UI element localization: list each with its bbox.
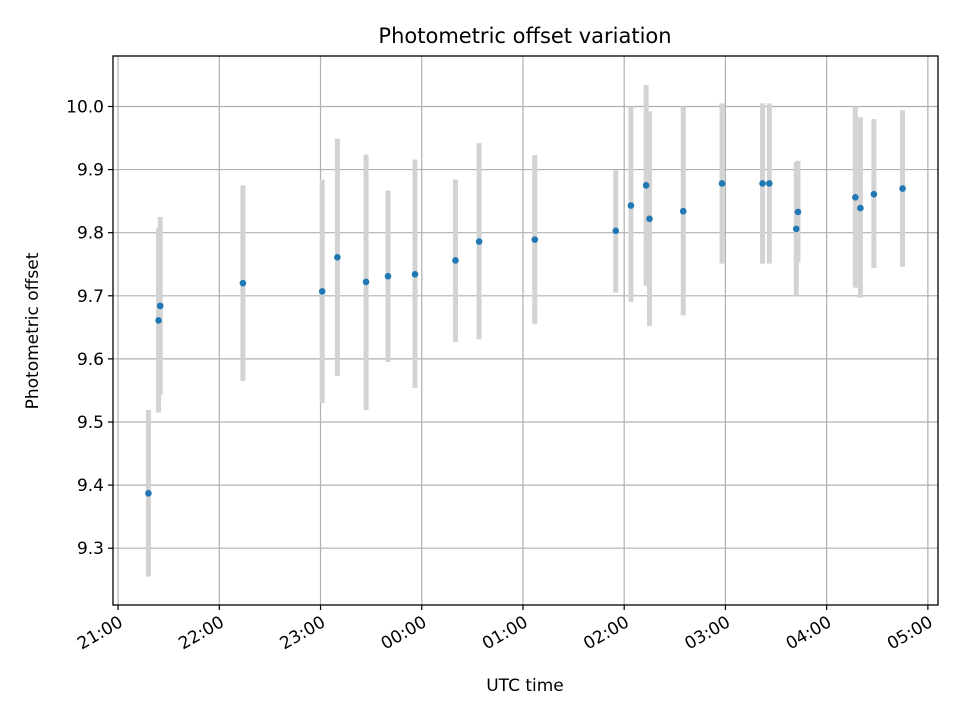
data-point	[646, 215, 653, 223]
data-point	[411, 271, 419, 278]
data-point	[627, 202, 635, 209]
data-point	[792, 225, 800, 233]
y-tick-label: 9.3	[77, 539, 104, 559]
y-tick-label: 9.7	[77, 287, 104, 307]
data-point	[156, 302, 164, 310]
data-point	[852, 194, 859, 201]
data-point	[475, 238, 483, 245]
y-axis: 9.3 9.4 9.5 9.6 9.7 9.8 9.9 10.0	[66, 97, 113, 559]
data-point	[318, 288, 326, 295]
data-point	[794, 208, 802, 216]
data-point	[870, 190, 878, 198]
data-point	[362, 278, 370, 286]
y-tick-label: 9.4	[77, 476, 104, 496]
x-axis-label: UTC time	[486, 676, 564, 696]
y-tick-label: 9.9	[77, 161, 104, 181]
data-point	[155, 317, 162, 324]
data-point	[899, 185, 906, 192]
data-point	[718, 180, 726, 187]
data-point	[679, 207, 687, 215]
data-point	[531, 236, 539, 243]
chart-title: Photometric offset variation	[378, 24, 671, 48]
y-axis-label: Photometric offset	[23, 252, 43, 409]
y-tick-label: 9.8	[77, 224, 104, 244]
data-point	[145, 490, 152, 497]
data-point	[612, 227, 620, 235]
data-points	[145, 180, 906, 497]
grid	[113, 56, 938, 605]
y-tick-label: 9.5	[77, 413, 104, 433]
data-point	[642, 182, 650, 189]
data-point	[239, 279, 247, 287]
data-point	[452, 257, 459, 264]
data-point	[759, 180, 766, 187]
data-point	[765, 180, 773, 187]
plot-frame	[112, 55, 939, 606]
data-point	[384, 272, 392, 280]
y-tick-label: 10.0	[66, 97, 104, 117]
data-point	[857, 204, 864, 212]
y-tick-label: 9.6	[77, 350, 104, 370]
data-point	[334, 253, 341, 261]
